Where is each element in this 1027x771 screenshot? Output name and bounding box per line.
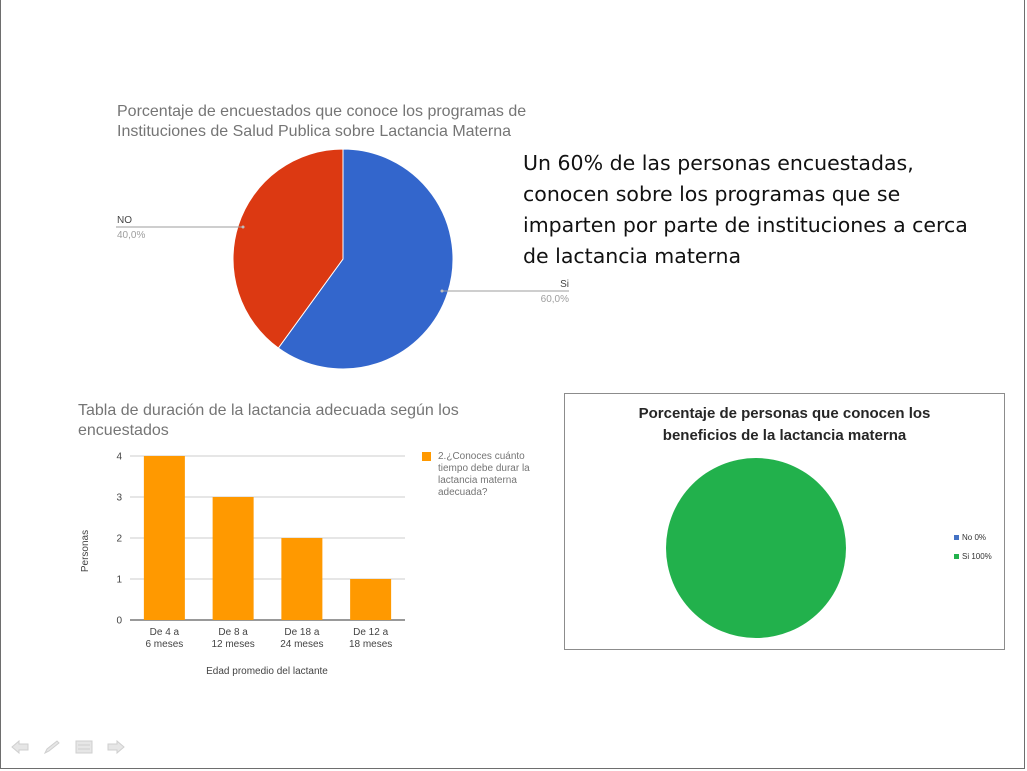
- bar: [143, 456, 185, 620]
- arrow-right-icon[interactable]: [106, 739, 126, 755]
- x-tick-label: 18 meses: [349, 639, 392, 650]
- bar-ylabel: Personas: [80, 530, 91, 572]
- arrow-left-icon[interactable]: [10, 739, 30, 755]
- legend-no-label: No 0%: [962, 533, 987, 542]
- x-tick-label: De 12 a: [353, 627, 388, 638]
- bar-duration-title: Tabla de duración de la lactancia adecua…: [78, 402, 459, 439]
- legend-si-label: Si 100%: [962, 552, 992, 561]
- bar-xlabel: Edad promedio del lactante: [206, 666, 328, 677]
- bar: [281, 538, 323, 620]
- bar-duration-chart: 0 1 2 3 4 De 4 a6 meses De 8 a12 meses De 18 a2…: [116, 452, 405, 650]
- x-tick-label: De 4 a: [150, 627, 180, 638]
- x-tick-label: 24 meses: [280, 639, 323, 650]
- pie-benefits-title: Porcentaje de personas que conocen los b…: [638, 405, 931, 444]
- pie-programs-title: Porcentaje de encuestados que conoce los…: [117, 103, 527, 140]
- slide-nav-controls: [10, 739, 126, 755]
- y-tick-label: 0: [116, 616, 122, 627]
- pie-programs: [232, 148, 454, 370]
- si-label: Si: [560, 279, 569, 290]
- pen-icon[interactable]: [42, 739, 62, 755]
- si-value: 60,0%: [541, 294, 569, 305]
- y-tick-label: 3: [116, 493, 122, 504]
- legend-no-swatch: [954, 535, 959, 540]
- menu-icon[interactable]: [74, 739, 94, 755]
- legend-si: Si 100%: [954, 552, 992, 561]
- no-value: 40,0%: [117, 230, 145, 241]
- x-tick-label: 12 meses: [211, 639, 254, 650]
- legend-no: No 0%: [954, 533, 986, 542]
- bar-legend-swatch: [422, 452, 431, 461]
- pie-slice-no: [232, 148, 344, 349]
- bar-legend-label: 2.¿Conoces cuánto tiempo debe durar la l…: [438, 451, 530, 498]
- summary-text: Un 60% de las personas encuestadas, cono…: [523, 151, 968, 268]
- no-leader-dot: [241, 225, 245, 229]
- y-tick-label: 4: [116, 452, 122, 463]
- x-tick-label: De 18 a: [284, 627, 319, 638]
- legend-si-swatch: [954, 554, 959, 559]
- x-tick-label: 6 meses: [145, 639, 183, 650]
- no-label: NO: [117, 215, 132, 226]
- x-tick-label: De 8 a: [218, 627, 248, 638]
- bar: [350, 579, 392, 620]
- bar: [212, 497, 254, 620]
- pie-slice-si: [277, 148, 454, 370]
- y-tick-label: 1: [116, 575, 122, 586]
- y-tick-label: 2: [116, 534, 122, 545]
- si-leader-dot: [440, 289, 444, 293]
